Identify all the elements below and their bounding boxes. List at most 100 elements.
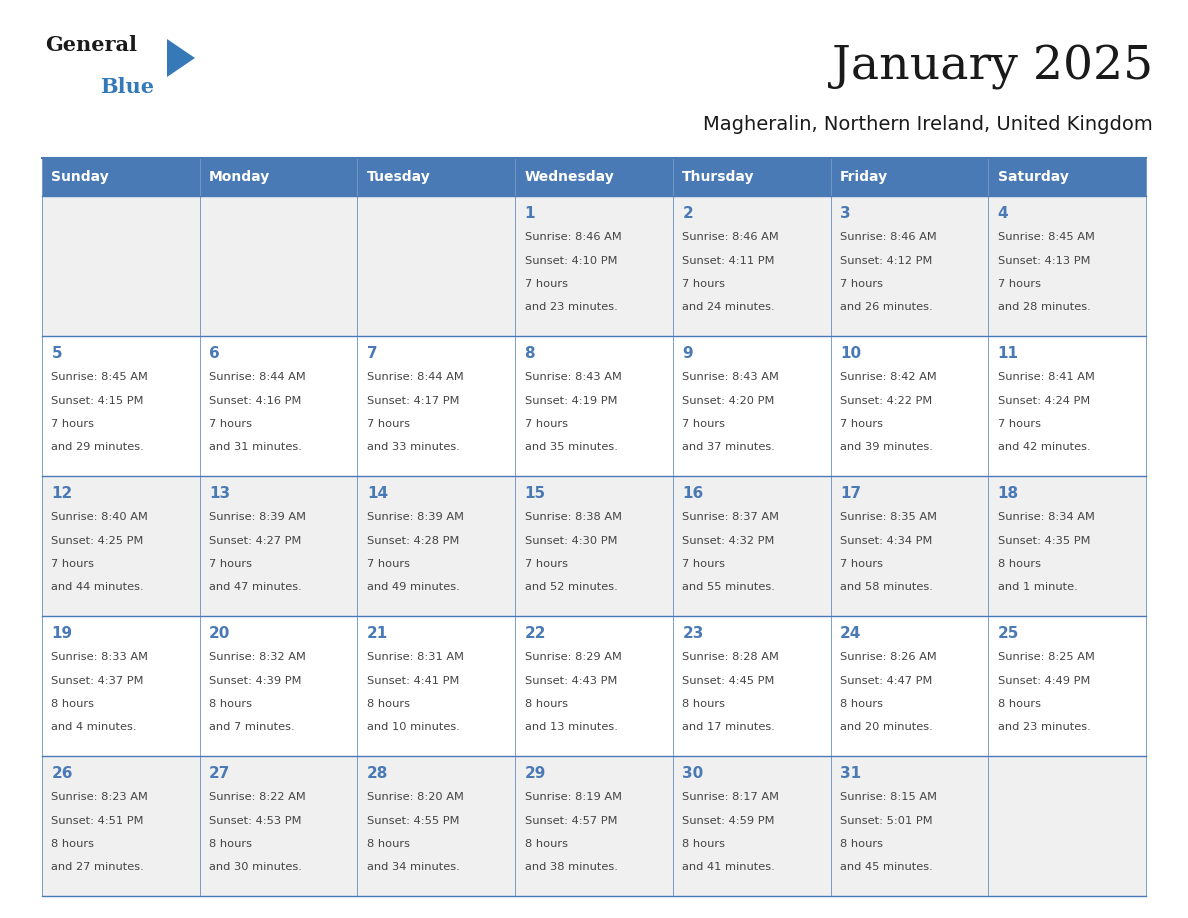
Bar	[988, 336, 1146, 476]
Text: and 37 minutes.: and 37 minutes.	[682, 442, 776, 452]
Text: Sunrise: 8:17 AM: Sunrise: 8:17 AM	[682, 792, 779, 802]
Text: and 55 minutes.: and 55 minutes.	[682, 582, 776, 592]
Bar	[988, 158, 1146, 196]
Text: Sunset: 4:43 PM: Sunset: 4:43 PM	[525, 676, 617, 686]
Text: and 49 minutes.: and 49 minutes.	[367, 582, 460, 592]
Text: Sunrise: 8:32 AM: Sunrise: 8:32 AM	[209, 653, 307, 663]
Text: 7 hours: 7 hours	[367, 558, 410, 568]
Text: Magheralin, Northern Ireland, United Kingdom: Magheralin, Northern Ireland, United Kin…	[703, 115, 1154, 134]
Text: 2: 2	[682, 206, 693, 221]
Bar	[42, 158, 200, 196]
Bar	[42, 476, 200, 616]
Text: 27: 27	[209, 766, 230, 781]
Bar	[200, 756, 358, 896]
Text: Sunset: 4:57 PM: Sunset: 4:57 PM	[525, 815, 617, 825]
Text: Sunset: 4:24 PM: Sunset: 4:24 PM	[998, 396, 1091, 406]
Text: and 7 minutes.: and 7 minutes.	[209, 722, 295, 732]
Text: 7 hours: 7 hours	[51, 558, 95, 568]
Text: 7 hours: 7 hours	[682, 558, 726, 568]
Bar	[358, 756, 516, 896]
Text: Sunrise: 8:42 AM: Sunrise: 8:42 AM	[840, 373, 937, 383]
Text: 14: 14	[367, 486, 388, 501]
Text: and 58 minutes.: and 58 minutes.	[840, 582, 933, 592]
Text: 8 hours: 8 hours	[525, 839, 568, 848]
Bar	[200, 158, 358, 196]
Bar	[516, 196, 672, 336]
Text: 7 hours: 7 hours	[840, 419, 883, 429]
Text: Sunset: 4:51 PM: Sunset: 4:51 PM	[51, 815, 144, 825]
Text: Sunset: 4:16 PM: Sunset: 4:16 PM	[209, 396, 302, 406]
Bar	[42, 616, 200, 756]
Bar	[358, 158, 516, 196]
Text: 7 hours: 7 hours	[525, 419, 568, 429]
Text: Sunrise: 8:15 AM: Sunrise: 8:15 AM	[840, 792, 937, 802]
Text: and 17 minutes.: and 17 minutes.	[682, 722, 776, 732]
Text: Sunset: 4:34 PM: Sunset: 4:34 PM	[840, 535, 933, 545]
Bar	[988, 616, 1146, 756]
Bar	[672, 158, 830, 196]
Bar	[200, 336, 358, 476]
Bar	[672, 616, 830, 756]
Text: 7 hours: 7 hours	[367, 419, 410, 429]
Bar	[516, 616, 672, 756]
Text: 9: 9	[682, 346, 693, 361]
Text: 8 hours: 8 hours	[525, 699, 568, 709]
Text: 8 hours: 8 hours	[51, 839, 95, 848]
Text: Sunset: 4:11 PM: Sunset: 4:11 PM	[682, 255, 775, 265]
Text: Sunrise: 8:40 AM: Sunrise: 8:40 AM	[51, 512, 148, 522]
Text: Sunrise: 8:46 AM: Sunrise: 8:46 AM	[525, 232, 621, 242]
Text: and 29 minutes.: and 29 minutes.	[51, 442, 144, 452]
Text: Sunset: 4:35 PM: Sunset: 4:35 PM	[998, 535, 1091, 545]
Text: Sunrise: 8:23 AM: Sunrise: 8:23 AM	[51, 792, 148, 802]
Text: Sunset: 4:32 PM: Sunset: 4:32 PM	[682, 535, 775, 545]
Polygon shape	[168, 39, 195, 77]
Text: Sunset: 4:19 PM: Sunset: 4:19 PM	[525, 396, 617, 406]
Text: Sunrise: 8:45 AM: Sunrise: 8:45 AM	[998, 232, 1094, 242]
Text: 25: 25	[998, 626, 1019, 641]
Text: Sunset: 4:37 PM: Sunset: 4:37 PM	[51, 676, 144, 686]
Text: 7 hours: 7 hours	[51, 419, 95, 429]
Text: Wednesday: Wednesday	[525, 170, 614, 184]
Text: 8 hours: 8 hours	[840, 839, 883, 848]
Text: Sunrise: 8:28 AM: Sunrise: 8:28 AM	[682, 653, 779, 663]
Text: and 4 minutes.: and 4 minutes.	[51, 722, 137, 732]
Text: 31: 31	[840, 766, 861, 781]
Text: Sunrise: 8:38 AM: Sunrise: 8:38 AM	[525, 512, 621, 522]
Text: and 23 minutes.: and 23 minutes.	[525, 302, 618, 312]
Text: 3: 3	[840, 206, 851, 221]
Text: Sunset: 4:47 PM: Sunset: 4:47 PM	[840, 676, 933, 686]
Text: 4: 4	[998, 206, 1009, 221]
Text: Sunrise: 8:29 AM: Sunrise: 8:29 AM	[525, 653, 621, 663]
Text: and 52 minutes.: and 52 minutes.	[525, 582, 618, 592]
Text: 16: 16	[682, 486, 703, 501]
Bar	[516, 336, 672, 476]
Text: 8 hours: 8 hours	[682, 699, 726, 709]
Text: 24: 24	[840, 626, 861, 641]
Text: and 20 minutes.: and 20 minutes.	[840, 722, 933, 732]
Text: and 47 minutes.: and 47 minutes.	[209, 582, 302, 592]
Text: 7 hours: 7 hours	[525, 278, 568, 288]
Text: Monday: Monday	[209, 170, 271, 184]
Bar	[42, 756, 200, 896]
Bar	[200, 196, 358, 336]
Text: 8 hours: 8 hours	[367, 699, 410, 709]
Text: 7 hours: 7 hours	[998, 419, 1041, 429]
Text: 7 hours: 7 hours	[998, 278, 1041, 288]
Bar	[672, 756, 830, 896]
Text: Sunset: 4:55 PM: Sunset: 4:55 PM	[367, 815, 460, 825]
Text: Sunday: Sunday	[51, 170, 109, 184]
Text: and 33 minutes.: and 33 minutes.	[367, 442, 460, 452]
Text: and 44 minutes.: and 44 minutes.	[51, 582, 144, 592]
Text: and 35 minutes.: and 35 minutes.	[525, 442, 618, 452]
Text: 17: 17	[840, 486, 861, 501]
Text: and 1 minute.: and 1 minute.	[998, 582, 1078, 592]
Text: Sunset: 5:01 PM: Sunset: 5:01 PM	[840, 815, 933, 825]
Text: Sunset: 4:53 PM: Sunset: 4:53 PM	[209, 815, 302, 825]
Bar	[672, 476, 830, 616]
Bar	[988, 476, 1146, 616]
Text: 8 hours: 8 hours	[209, 839, 252, 848]
Text: 7 hours: 7 hours	[209, 558, 252, 568]
Text: 13: 13	[209, 486, 230, 501]
Text: Sunrise: 8:44 AM: Sunrise: 8:44 AM	[209, 373, 307, 383]
Bar	[200, 616, 358, 756]
